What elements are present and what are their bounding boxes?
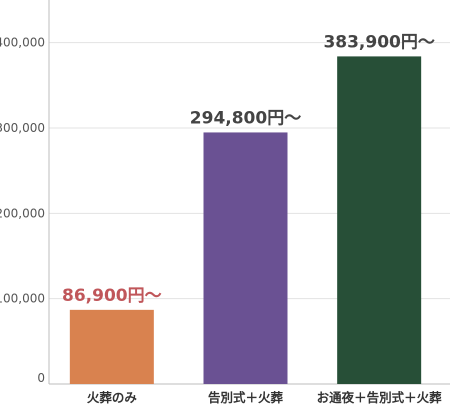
bar [203, 132, 288, 384]
y-axis-ticks: 0 100,000 200,000 300,000 400,000 [0, 36, 45, 385]
bar [69, 309, 154, 384]
category-labels: 火葬のみ 告別式＋火葬 お通夜＋告別式＋火葬 [87, 390, 442, 405]
x-category-label: 告別式＋火葬 [208, 390, 284, 405]
bar [337, 56, 422, 384]
y-tick-label: 200,000 [0, 206, 45, 220]
y-tick-label: 100,000 [0, 292, 45, 306]
data-label: 294,800円〜 [190, 108, 301, 128]
y-tick-label: 300,000 [0, 121, 45, 135]
y-tick-label: 400,000 [0, 36, 45, 50]
x-category-label: 火葬のみ [87, 390, 138, 405]
data-label: 86,900円〜 [62, 286, 162, 306]
y-tick-label: 0 [37, 371, 45, 385]
bars [69, 56, 422, 384]
data-labels: 86,900円〜 294,800円〜 383,900円〜 [62, 32, 435, 305]
x-category-label: お通夜＋告別式＋火葬 [317, 390, 443, 405]
data-label: 383,900円〜 [323, 32, 434, 52]
